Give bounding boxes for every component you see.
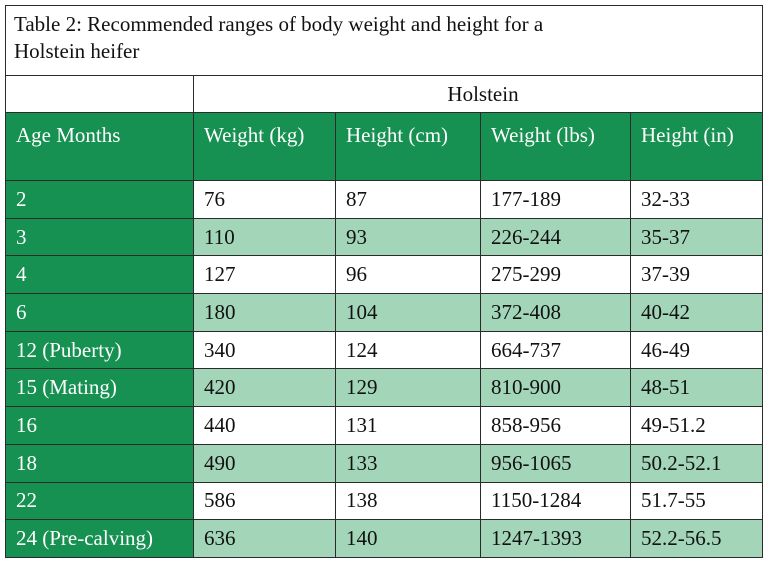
value-cell: 76 [193,180,336,219]
value-cell: 48-51 [629,368,764,408]
value-cell: 93 [335,217,481,257]
value-cell: 956-1065 [480,443,631,483]
value-cell: 37-39 [629,255,764,295]
value-cell: 50.2-52.1 [629,443,764,483]
data-row: 24 (Pre-calving) 636 140 1247-1393 52.2-56.5 [5,519,764,558]
age-cell: 18 [5,443,194,483]
value-cell: 40-42 [629,293,764,332]
value-cell: 275-299 [480,255,631,295]
data-row: 15 (Mating) 420 129 810-900 48-51 [5,368,764,408]
value-cell: 133 [335,443,481,483]
age-cell: 6 [5,293,194,332]
header-cell: Height (cm) [335,112,481,181]
data-row: 6 180 104 372-408 40-42 [5,293,764,332]
value-cell: 858-956 [480,406,631,445]
value-cell: 127 [193,255,336,295]
value-cell: 49-51.2 [629,406,764,445]
value-cell: 96 [335,255,481,295]
value-cell: 46-49 [629,330,764,370]
value-cell: 52.2-56.5 [629,519,764,558]
value-cell: 490 [193,443,336,483]
value-cell: 104 [335,293,481,332]
value-cell: 177-189 [480,180,631,219]
value-cell: 138 [335,481,481,521]
value-cell: 32-33 [629,180,764,219]
value-cell: 180 [193,293,336,332]
value-cell: 664-737 [480,330,631,370]
data-row: 18 490 133 956-1065 50.2-52.1 [5,443,764,483]
value-cell: 51.7-55 [629,481,764,521]
title-row: Table 2: Recommended ranges of body weig… [4,5,764,76]
header-cell: Age Months [5,112,194,181]
value-cell: 810-900 [480,368,631,408]
age-cell: 3 [5,217,194,257]
value-cell: 35-37 [629,217,764,257]
table-body: Table 2: Recommended ranges of body weig… [4,5,764,558]
table-title: Table 2: Recommended ranges of body weig… [4,5,764,76]
data-row: 12 (Puberty) 340 124 664-737 46-49 [5,330,764,370]
value-cell: 586 [193,481,336,521]
data-row: 4 127 96 275-299 37-39 [5,255,764,295]
data-table: Table 2: Recommended ranges of body weig… [4,5,764,558]
age-cell: 24 (Pre-calving) [5,519,194,558]
value-cell: 440 [193,406,336,445]
value-cell: 1247-1393 [480,519,631,558]
age-cell: 4 [5,255,194,295]
value-cell: 226-244 [480,217,631,257]
value-cell: 636 [193,519,336,558]
age-cell: 16 [5,406,194,445]
data-row: 2 76 87 177-189 32-33 [5,180,764,219]
value-cell: 124 [335,330,481,370]
value-cell: 87 [335,180,481,219]
group-row: Holstein [5,75,764,113]
header-row: Age Months Weight (kg) Height (cm) Weight (… [5,112,764,181]
group-header: Holstein [192,75,764,113]
data-row: 3 110 93 226-244 35-37 [5,217,764,257]
value-cell: 1150-1284 [480,481,631,521]
age-cell: 15 (Mating) [5,368,194,408]
header-cell: Weight (kg) [193,112,336,181]
age-cell: 12 (Puberty) [5,330,194,370]
value-cell: 340 [193,330,336,370]
header-cell: Weight (lbs) [480,112,631,181]
data-row: 22 586 138 1150-1284 51.7-55 [5,481,764,521]
value-cell: 129 [335,368,481,408]
value-cell: 131 [335,406,481,445]
value-cell: 110 [193,217,336,257]
data-row: 16 440 131 858-956 49-51.2 [5,406,764,445]
empty-cell [5,75,194,113]
value-cell: 140 [335,519,481,558]
header-cell: Height (in) [629,112,764,181]
age-cell: 22 [5,481,194,521]
value-cell: 372-408 [480,293,631,332]
age-cell: 2 [5,180,194,219]
value-cell: 420 [193,368,336,408]
